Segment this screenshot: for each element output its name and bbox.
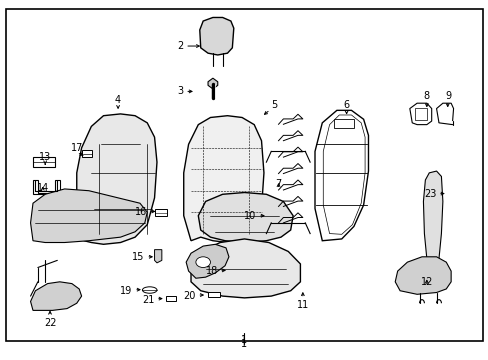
Polygon shape	[77, 114, 157, 244]
Polygon shape	[183, 116, 264, 243]
Text: 18: 18	[205, 266, 217, 276]
Polygon shape	[198, 193, 292, 243]
Polygon shape	[186, 244, 228, 278]
Text: 13: 13	[39, 152, 51, 162]
Polygon shape	[154, 249, 162, 263]
Ellipse shape	[142, 287, 157, 293]
Circle shape	[196, 257, 210, 267]
Text: 8: 8	[423, 91, 429, 102]
Polygon shape	[394, 257, 450, 294]
Text: 21: 21	[142, 295, 154, 305]
Bar	[334, 119, 353, 128]
Polygon shape	[200, 18, 233, 55]
Polygon shape	[423, 171, 442, 258]
Text: 2: 2	[177, 41, 183, 51]
Text: 6: 6	[343, 100, 349, 111]
Text: 17: 17	[70, 143, 83, 153]
Text: 5: 5	[271, 100, 277, 111]
Text: 1: 1	[241, 339, 247, 348]
Text: 10: 10	[244, 211, 256, 221]
Bar	[154, 209, 166, 216]
Text: 9: 9	[445, 91, 451, 102]
Text: 12: 12	[420, 277, 432, 287]
Text: 4: 4	[115, 95, 121, 105]
Bar	[33, 157, 55, 167]
Bar	[207, 292, 220, 297]
Text: 1: 1	[241, 335, 247, 345]
Bar	[414, 108, 426, 120]
Text: 16: 16	[135, 207, 147, 217]
Polygon shape	[191, 239, 300, 298]
Bar	[81, 150, 92, 157]
Text: 23: 23	[423, 189, 436, 199]
Text: 14: 14	[37, 183, 49, 193]
Text: 15: 15	[132, 252, 144, 262]
Polygon shape	[30, 282, 81, 310]
Text: 22: 22	[43, 318, 56, 328]
Text: 3: 3	[177, 86, 183, 96]
Bar	[165, 296, 176, 301]
Text: 20: 20	[183, 291, 196, 301]
Polygon shape	[30, 189, 147, 243]
Text: 19: 19	[120, 286, 132, 296]
Polygon shape	[207, 78, 217, 89]
Text: 7: 7	[275, 179, 281, 189]
Circle shape	[221, 226, 233, 234]
Text: 11: 11	[296, 300, 308, 310]
